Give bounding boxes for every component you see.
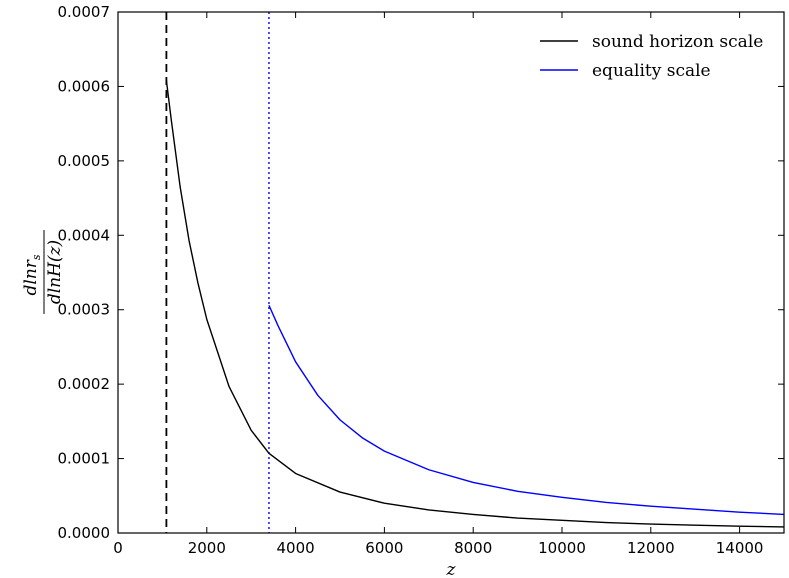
x-tick-label: 12000 [627,539,675,557]
y-axis-title: dlnrs dlnH(z) [21,230,65,314]
x-tick-label: 8000 [454,539,492,557]
y-tick-label: 0.0004 [58,226,111,244]
legend-label-equality: equality scale [592,61,711,81]
y-axis-title-denominator: dlnH(z) [45,240,65,304]
x-tick-label: 14000 [716,539,764,557]
x-tick-label: 6000 [365,539,403,557]
plot-frame [117,11,785,534]
y-tick-label: 0.0000 [58,524,111,542]
y-tick-label: 0.0005 [58,152,111,170]
x-tick-label: 2000 [188,539,226,557]
y-tick-label: 0.0006 [58,77,111,95]
x-tick-label: 10000 [538,539,586,557]
series-line-2 [268,304,785,516]
x-tick-label: 0 [113,539,123,557]
y-tick-label: 0.0007 [58,3,111,21]
legend-label-sound-horizon: sound horizon scale [592,32,763,52]
y-axis-title-numerator: dlnrs [21,254,43,295]
y-tick-label: 0.0003 [58,301,111,319]
y-tick-label: 0.0001 [58,450,111,468]
x-tick-label: 4000 [277,539,315,557]
x-axis-title: z [446,560,457,578]
series-line-1 [165,80,785,528]
legend: sound horizon scale equality scale [540,32,763,81]
y-tick-label: 0.0002 [58,375,111,393]
